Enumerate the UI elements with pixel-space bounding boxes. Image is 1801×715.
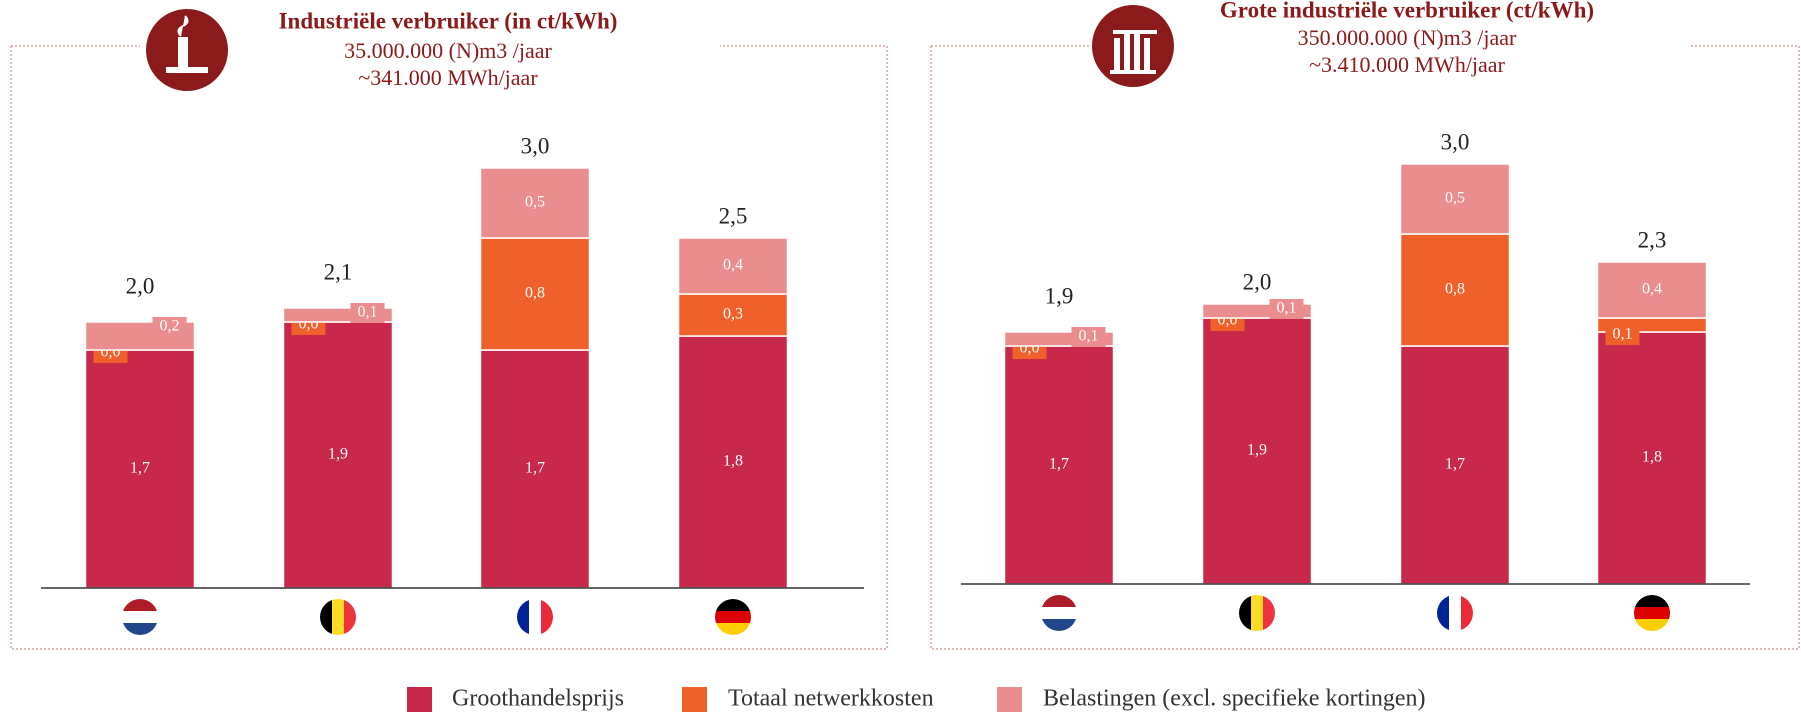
flag	[715, 599, 751, 635]
legend-swatch	[997, 687, 1022, 712]
legend-label: Belastingen (excl. specifieke kortingen)	[1043, 686, 1426, 712]
total-label: 2,3	[1638, 227, 1667, 252]
flag-stripe	[715, 611, 751, 623]
chart-title: Grote industriële verbruiker (ct/kWh)	[1220, 0, 1594, 22]
value-tag	[350, 303, 385, 323]
flag	[517, 599, 553, 635]
value-tag	[1605, 325, 1640, 345]
flag-stripe	[715, 623, 751, 635]
value-label: 1,9	[328, 446, 348, 463]
value-tag	[1071, 327, 1106, 347]
total-label: 2,1	[324, 259, 353, 284]
value-label: 0,1	[1079, 328, 1099, 345]
legend-swatch	[682, 687, 707, 712]
total-label: 1,9	[1045, 283, 1074, 308]
value-tag	[1269, 299, 1304, 319]
value-label: 1,7	[130, 460, 150, 477]
value-label: 0,8	[525, 285, 545, 302]
flag-stripe	[1461, 595, 1473, 631]
legend-swatch	[407, 687, 432, 712]
value-label: 1,7	[525, 460, 545, 477]
total-label: 2,5	[719, 203, 748, 228]
chart-subtitle: 350.000.000 (N)m3 /jaar	[1298, 25, 1517, 50]
value-label: 0,5	[1445, 190, 1465, 207]
flag-stripe	[122, 623, 158, 635]
bar-segment: Totaal netwerkkosten	[1399, 233, 1511, 347]
flag-stripe	[1041, 607, 1077, 619]
legend-label: Groothandelsprijs	[452, 686, 624, 712]
value-label: 1,7	[1445, 456, 1465, 473]
value-label: 0,1	[1277, 300, 1297, 317]
legend-label: Totaal netwerkkosten	[728, 686, 934, 712]
value-label: 0,1	[1613, 326, 1633, 343]
value-label: 0,8	[1445, 281, 1465, 298]
flag-stripe	[529, 599, 541, 635]
value-label: 0,2	[160, 318, 180, 335]
flag-stripe	[715, 599, 751, 611]
value-label: 1,8	[1642, 449, 1662, 466]
flag	[1041, 595, 1077, 631]
value-label: 0,1	[358, 304, 378, 321]
flag-stripe	[1634, 619, 1670, 631]
bar-segment: Groothandelsprijs	[677, 335, 789, 589]
bar-segment: Groothandelsprijs	[282, 321, 394, 589]
total-label: 2,0	[1243, 269, 1272, 294]
total-label: 3,0	[1441, 129, 1470, 154]
total-label: 2,0	[126, 273, 155, 298]
value-label: 1,7	[1049, 456, 1069, 473]
flag-stripe	[1634, 607, 1670, 619]
icon	[146, 9, 228, 91]
flag-stripe	[344, 599, 356, 635]
flag-stripe	[320, 599, 332, 635]
value-tag	[152, 317, 187, 337]
title-mask	[1090, 20, 1690, 90]
flag-stripe	[517, 599, 529, 635]
flag-stripe	[1437, 595, 1449, 631]
flag	[1437, 595, 1473, 631]
bar-segment: Belastingen (excl. specifieke kortingen)	[1399, 163, 1511, 235]
flag	[320, 599, 356, 635]
flag-stripe	[541, 599, 553, 635]
value-label: 0,3	[723, 306, 743, 323]
flag-stripe	[1239, 595, 1251, 631]
bar-segment: Belastingen (excl. specifieke kortingen)	[1596, 261, 1708, 319]
value-label: 1,8	[723, 453, 743, 470]
flag-stripe	[1449, 595, 1461, 631]
bar-segment: Groothandelsprijs	[1003, 345, 1115, 585]
flag-stripe	[1041, 595, 1077, 607]
bar-segment: Groothandelsprijs	[1201, 317, 1313, 585]
bar-segment: Belastingen (excl. specifieke kortingen)	[677, 237, 789, 295]
flag-stripe	[122, 611, 158, 623]
bar-segment: Belastingen (excl. specifieke kortingen)	[479, 167, 591, 239]
flag	[1239, 595, 1275, 631]
bar-segment: Groothandelsprijs	[1399, 345, 1511, 585]
flag-stripe	[332, 599, 344, 635]
chart-subtitle: 35.000.000 (N)m3 /jaar	[344, 38, 552, 63]
bar-segment: Groothandelsprijs	[1596, 331, 1708, 585]
flag-stripe	[1041, 619, 1077, 631]
flag	[1634, 595, 1670, 631]
flag-stripe	[1634, 595, 1670, 607]
chart-subtitle: ~341.000 MWh/jaar	[358, 65, 538, 90]
bar-segment: Totaal netwerkkosten	[479, 237, 591, 351]
title-mask	[140, 30, 720, 100]
chart-title: Industriële verbruiker (in ct/kWh)	[279, 8, 618, 33]
total-label: 3,0	[521, 133, 550, 158]
chart-subtitle: ~3.410.000 MWh/jaar	[1309, 52, 1505, 77]
flag-stripe	[1263, 595, 1275, 631]
flag-stripe	[122, 599, 158, 611]
flag	[122, 599, 158, 635]
value-label: 1,9	[1247, 442, 1267, 459]
flag-stripe	[1251, 595, 1263, 631]
value-label: 0,4	[1642, 281, 1662, 298]
value-label: 0,5	[525, 194, 545, 211]
value-label: 0,4	[723, 257, 743, 274]
bar-segment: Groothandelsprijs	[84, 349, 196, 589]
bar-segment: Groothandelsprijs	[479, 349, 591, 589]
icon	[1092, 5, 1174, 87]
